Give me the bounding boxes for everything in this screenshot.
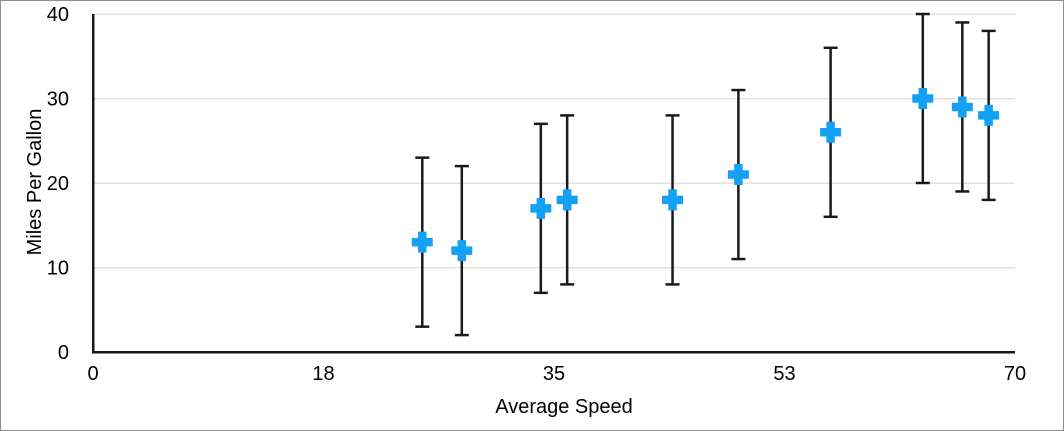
y-tick-label: 0 xyxy=(58,342,69,364)
x-tick-label: 35 xyxy=(543,363,565,385)
scatter-point-marker xyxy=(662,189,684,211)
x-axis-tick-labels: 0 18 35 53 70 xyxy=(87,363,1026,385)
y-tick-label: 30 xyxy=(47,89,69,111)
x-tick-label: 53 xyxy=(773,363,795,385)
scatter-point-marker xyxy=(451,240,473,262)
scatter-point-marker xyxy=(727,164,749,186)
scatter-point-marker xyxy=(912,88,934,109)
x-tick-label: 70 xyxy=(1004,363,1026,385)
data-points xyxy=(411,88,1000,262)
y-axis-title: Miles Per Gallon xyxy=(24,109,46,256)
axis-lines xyxy=(91,14,1015,354)
scatter-point-marker xyxy=(951,96,973,118)
error-bars xyxy=(415,12,996,337)
x-axis-title: Average Speed xyxy=(495,396,633,418)
y-tick-label: 10 xyxy=(47,258,69,280)
y-axis-tick-labels: 0 10 20 30 40 xyxy=(47,4,69,364)
x-tick-label: 0 xyxy=(87,363,98,385)
scatter-point-marker xyxy=(411,231,433,253)
scatter-point-marker xyxy=(530,197,552,219)
scatter-point-marker xyxy=(556,189,578,211)
gridlines xyxy=(93,13,1015,269)
axes xyxy=(91,14,1015,354)
y-tick-label: 20 xyxy=(47,173,69,195)
scatter-point-marker xyxy=(978,104,1000,126)
y-tick-label: 40 xyxy=(47,4,69,26)
scatter-point-marker xyxy=(820,121,842,143)
x-tick-label: 18 xyxy=(312,363,334,385)
